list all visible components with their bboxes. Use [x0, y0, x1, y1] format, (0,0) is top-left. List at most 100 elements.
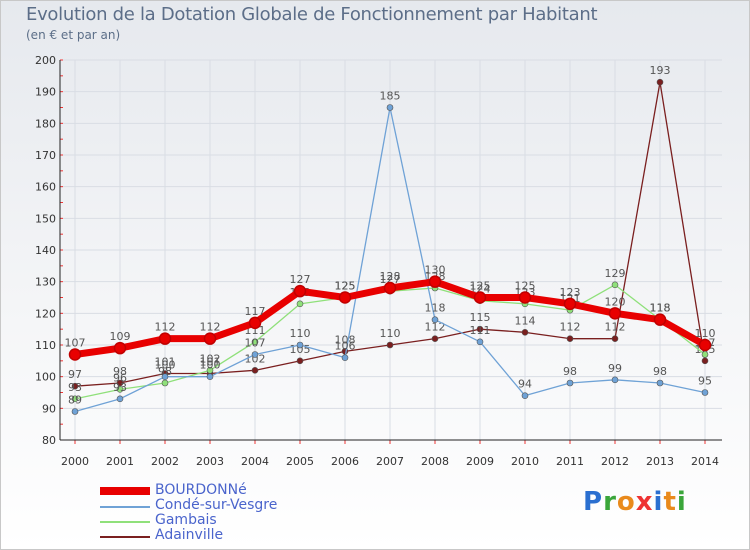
data-point [656, 78, 664, 86]
logo-letter: r [603, 487, 617, 517]
y-tick-label: 200 [35, 54, 56, 67]
data-label: 117 [245, 305, 266, 318]
data-label: 130 [425, 264, 446, 277]
x-tick-label: 2006 [331, 455, 359, 468]
x-tick-label: 2002 [151, 455, 179, 468]
logo-letter: x [635, 487, 654, 517]
legend-label: Gambais [155, 512, 217, 528]
data-label: 100 [155, 359, 176, 372]
y-tick-label: 120 [35, 307, 56, 320]
legend-swatch [100, 506, 150, 508]
data-point [203, 332, 217, 345]
data-label: 193 [650, 64, 671, 77]
legend-label: Adainville [155, 527, 224, 543]
logo-letter: o [616, 487, 636, 517]
x-tick-label: 2010 [511, 455, 539, 468]
proxiti-logo: Proxiti [583, 487, 687, 517]
data-label: 98 [158, 365, 172, 378]
data-point [431, 316, 439, 323]
y-tick-label: 140 [35, 244, 56, 257]
data-label: 127 [380, 273, 401, 286]
data-point [296, 357, 304, 365]
data-label: 115 [470, 311, 491, 324]
data-label: 93 [68, 381, 82, 394]
y-tick-label: 100 [35, 371, 56, 384]
data-point [248, 316, 262, 330]
data-point [71, 382, 79, 390]
data-point [71, 395, 79, 403]
data-label: 112 [155, 321, 176, 334]
legend: BOURDONNé Condé-sur-Vesgre Gambais Adain… [100, 482, 360, 543]
chart-subtitle: (en € et par an) [26, 28, 121, 42]
data-label: 101 [155, 356, 176, 369]
data-point [251, 338, 259, 346]
data-point [428, 275, 442, 288]
data-label: 102 [200, 352, 221, 365]
data-label: 125 [470, 280, 491, 293]
data-point [386, 341, 394, 349]
data-point [431, 335, 439, 342]
data-label: 111 [470, 324, 491, 337]
legend-item-conde-sur-vesgre: Condé-sur-Vesgre [100, 497, 360, 513]
data-point [701, 389, 709, 396]
data-point [161, 373, 169, 380]
data-label: 112 [425, 321, 446, 334]
legend-label: BOURDONNé [155, 482, 247, 498]
data-label: 118 [650, 302, 671, 315]
legend-swatch [100, 521, 150, 523]
data-label: 101 [200, 356, 221, 369]
x-tick-label: 2012 [601, 455, 629, 468]
data-point [653, 313, 667, 326]
data-point [701, 357, 709, 365]
y-tick-label: 190 [35, 86, 56, 99]
data-label: 128 [380, 270, 401, 283]
data-point [476, 325, 484, 333]
data-point [608, 307, 622, 320]
data-label: 114 [515, 314, 536, 327]
y-tick-label: 150 [35, 212, 56, 225]
data-label: 123 [560, 286, 581, 299]
x-tick-label: 2013 [646, 455, 674, 468]
data-point [251, 367, 259, 374]
data-label: 129 [605, 267, 626, 280]
data-label: 109 [110, 330, 131, 343]
data-label: 99 [608, 362, 622, 375]
data-label: 110 [695, 327, 716, 340]
data-point [116, 386, 124, 393]
data-point [698, 338, 712, 352]
y-tick-label: 110 [35, 339, 56, 352]
legend-item-gambais: Gambais [100, 512, 360, 528]
data-label: 120 [605, 295, 626, 308]
data-label: 102 [245, 352, 266, 365]
data-label: 112 [200, 321, 221, 334]
data-label: 107 [65, 337, 86, 350]
data-label: 97 [68, 368, 82, 381]
data-point [611, 335, 619, 342]
data-label: 89 [68, 394, 82, 407]
data-label: 127 [290, 273, 311, 286]
x-tick-label: 2004 [241, 455, 269, 468]
legend-item-bourdonne: BOURDONNé [100, 482, 360, 498]
x-tick-label: 2009 [466, 455, 494, 468]
data-point [656, 379, 664, 387]
data-label: 100 [200, 359, 221, 372]
data-label: 125 [335, 280, 356, 293]
y-tick-label: 170 [35, 149, 56, 162]
data-point [386, 104, 394, 111]
data-label: 112 [560, 321, 581, 334]
data-point [251, 351, 259, 358]
x-tick-label: 2001 [106, 455, 134, 468]
data-label: 110 [290, 327, 311, 340]
data-label: 98 [563, 365, 577, 378]
y-tick-label: 160 [35, 181, 56, 194]
data-point [71, 408, 79, 415]
logo-letter: i [653, 487, 664, 517]
x-tick-label: 2003 [196, 455, 224, 468]
y-tick-label: 80 [42, 434, 56, 447]
data-label: 110 [380, 327, 401, 340]
x-tick-label: 2014 [691, 455, 719, 468]
legend-swatch [100, 536, 150, 538]
data-point [296, 300, 304, 308]
data-label: 98 [653, 365, 667, 378]
